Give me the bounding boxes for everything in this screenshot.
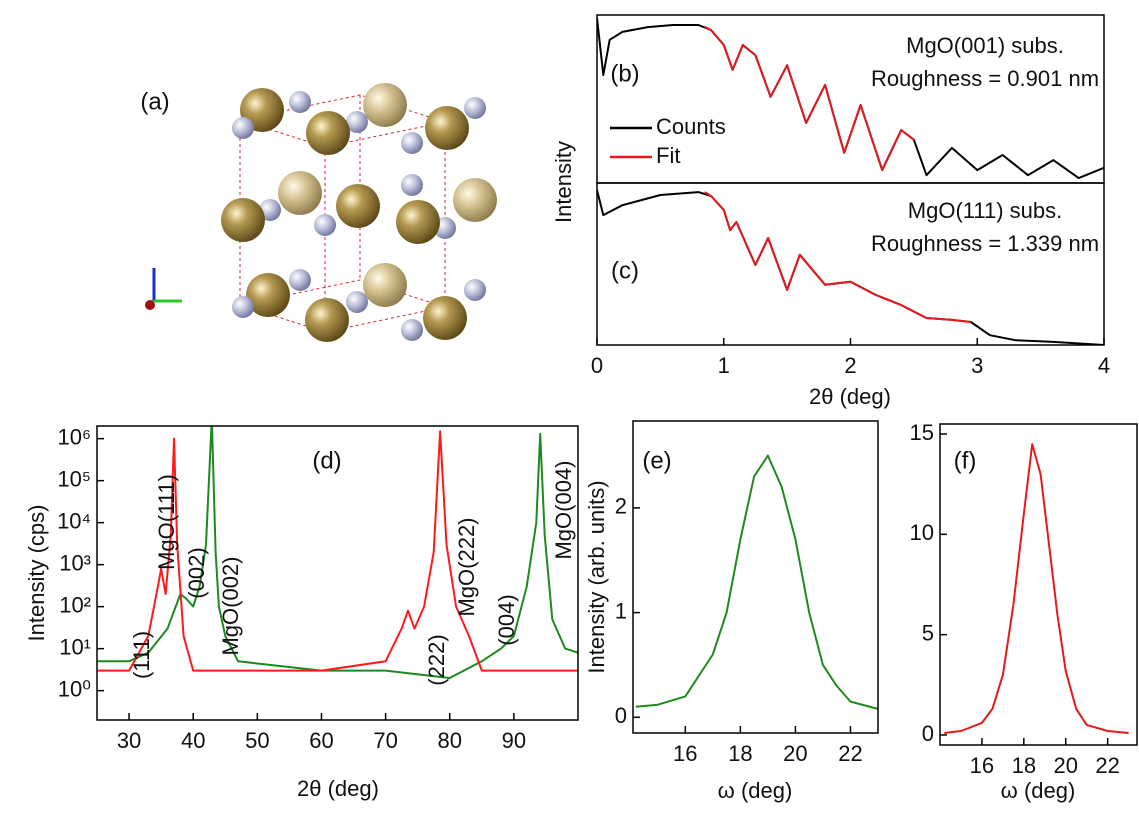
x-tick-label: 3: [971, 353, 983, 378]
panel-label: (f): [954, 447, 977, 474]
y-axis-label: Intensity (cps): [24, 505, 49, 642]
x-tick-label: 22: [838, 741, 862, 766]
y-tick-label: 2: [615, 494, 627, 519]
y-axis-label: Intensity (arb. units): [584, 480, 609, 673]
y-tick-label: 15: [910, 420, 934, 445]
panel-label: (a): [140, 88, 169, 115]
y-tick-label: 10¹: [59, 634, 91, 659]
y-tick-label: 10²: [59, 592, 91, 617]
y-tick-label: 10⁴: [57, 508, 91, 533]
x-tick-label: 16: [673, 741, 697, 766]
x-axis-label: 2θ (deg): [297, 776, 379, 801]
x-tick-label: 90: [502, 728, 526, 753]
annotation: (111): [129, 631, 154, 679]
x-tick-label: 80: [437, 728, 461, 753]
x-tick-label: 50: [245, 728, 269, 753]
data-line: [705, 27, 914, 170]
y-tick-label: 10⁰: [58, 676, 91, 701]
x-tick-label: 1: [718, 353, 730, 378]
x-tick-label: 22: [1095, 753, 1119, 778]
x-tick-label: 60: [309, 728, 333, 753]
annotation: MgO(222): [454, 517, 479, 616]
annotation: (222): [424, 634, 449, 685]
panel-label: (b): [610, 60, 639, 87]
y-tick-label: 0: [615, 703, 627, 728]
y-tick-label: 1: [615, 598, 627, 623]
x-tick-label: 40: [181, 728, 205, 753]
y-axis-label: Intensity: [551, 141, 576, 223]
annotation: MgO(002): [218, 556, 243, 655]
y-tick-label: 0: [922, 721, 934, 746]
y-tick-label: 10⁵: [57, 466, 91, 491]
y-tick-label: 5: [922, 620, 934, 645]
x-axis-label: ω (deg): [1001, 778, 1076, 803]
x-tick-label: 20: [783, 741, 807, 766]
annotation: MgO(001) subs.: [906, 33, 1064, 58]
x-axis-label: 2θ (deg): [809, 384, 891, 409]
annotation: MgO(111) subs.: [908, 198, 1062, 223]
x-tick-label: 70: [373, 728, 397, 753]
y-tick-label: 10³: [59, 550, 91, 575]
annotation: (004): [494, 594, 519, 645]
x-axis-label: ω (deg): [718, 778, 793, 803]
legend-label: Fit: [656, 143, 680, 168]
annotation: (002): [184, 547, 209, 598]
x-tick-label: 4: [1098, 353, 1110, 378]
data-line: [944, 444, 1128, 733]
x-tick-label: 18: [728, 741, 752, 766]
annotation: MgO(004): [551, 460, 576, 559]
annotation: Roughness = 1.339 nm: [871, 231, 1099, 256]
panel-label: (d): [312, 447, 341, 474]
x-tick-label: 20: [1054, 753, 1078, 778]
x-tick-label: 30: [117, 728, 141, 753]
crystal-structure: [145, 83, 497, 342]
legend-label: Counts: [656, 114, 726, 139]
data-line: [636, 456, 878, 709]
x-tick-label: 0: [591, 353, 603, 378]
x-tick-label: 2: [844, 353, 856, 378]
y-tick-label: 10: [910, 520, 934, 545]
x-tick-label: 18: [1012, 753, 1036, 778]
y-tick-label: 10⁶: [57, 424, 91, 449]
panel-label: (e): [642, 447, 671, 474]
figure: (a) (b) MgO(001) subs. Roughness = 0.901 n…: [0, 0, 1139, 809]
x-tick-label: 16: [970, 753, 994, 778]
annotation: MgO(111): [154, 474, 179, 570]
panel-label: (c): [611, 257, 639, 284]
annotation: Roughness = 0.901 nm: [871, 66, 1099, 91]
